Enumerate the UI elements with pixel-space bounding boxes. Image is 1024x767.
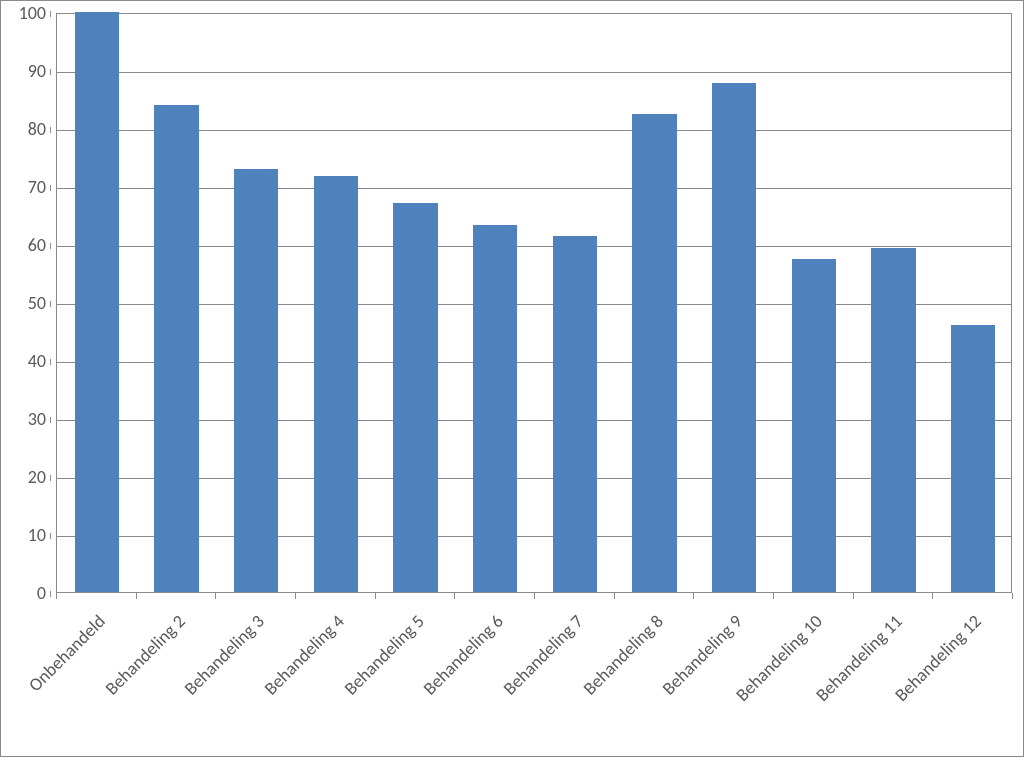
x-tick-label: Behandeling 3 [112, 610, 269, 767]
x-tick-label: Behandeling 10 [670, 610, 827, 767]
gridline [57, 478, 1011, 479]
x-tick [614, 593, 615, 599]
gridline [57, 304, 1011, 305]
y-tick-label: 40 [1, 350, 46, 372]
x-tick [932, 593, 933, 599]
bar [951, 325, 996, 592]
x-tick [853, 593, 854, 599]
x-tick-label: Behandeling 12 [829, 610, 986, 767]
gridline [57, 188, 1011, 189]
y-tick-label: 50 [1, 292, 46, 314]
x-tick-label: Behandeling 5 [271, 610, 428, 767]
gridline [57, 130, 1011, 131]
x-tick-label: Behandeling 8 [510, 610, 667, 767]
y-tick-label: 0 [1, 582, 46, 604]
y-tick-label: 70 [1, 176, 46, 198]
bar [712, 83, 757, 592]
y-tick [50, 243, 51, 249]
x-tick-label: Behandeling 6 [351, 610, 508, 767]
x-tick [375, 593, 376, 599]
y-tick [50, 591, 51, 597]
x-tick [56, 593, 57, 599]
y-tick-label: 10 [1, 524, 46, 546]
gridline [57, 536, 1011, 537]
x-tick [454, 593, 455, 599]
x-tick [295, 593, 296, 599]
y-tick [50, 11, 51, 17]
x-tick [215, 593, 216, 599]
x-tick-label: Behandeling 2 [32, 610, 189, 767]
x-tick [773, 593, 774, 599]
bar [75, 12, 120, 592]
bar [792, 259, 837, 593]
bar [314, 176, 359, 592]
gridline [57, 420, 1011, 421]
x-tick-label: Behandeling 7 [431, 610, 588, 767]
bar [154, 105, 199, 592]
y-tick [50, 475, 51, 481]
y-tick [50, 69, 51, 75]
y-tick-label: 30 [1, 408, 46, 430]
plot-area [56, 13, 1012, 593]
gridline [57, 246, 1011, 247]
y-tick [50, 417, 51, 423]
bar [632, 114, 677, 593]
bar [393, 203, 438, 592]
gridline [57, 72, 1011, 73]
y-tick [50, 533, 51, 539]
y-tick [50, 127, 51, 133]
y-tick [50, 301, 51, 307]
chart-frame: 0102030405060708090100OnbehandeldBehande… [0, 0, 1024, 757]
y-tick-label: 100 [1, 2, 46, 24]
y-tick-label: 80 [1, 118, 46, 140]
x-tick-label: Behandeling 4 [192, 610, 349, 767]
x-tick [693, 593, 694, 599]
x-tick [1012, 593, 1013, 599]
x-tick-label: Behandeling 11 [749, 610, 906, 767]
gridline [57, 362, 1011, 363]
y-tick-label: 60 [1, 234, 46, 256]
x-tick-label: Behandeling 9 [590, 610, 747, 767]
y-tick [50, 185, 51, 191]
y-tick-label: 90 [1, 60, 46, 82]
bar [473, 225, 518, 592]
bar [871, 248, 916, 592]
bar [553, 236, 598, 592]
y-tick [50, 359, 51, 365]
x-tick [534, 593, 535, 599]
bar [234, 169, 279, 592]
x-tick [136, 593, 137, 599]
y-tick-label: 20 [1, 466, 46, 488]
